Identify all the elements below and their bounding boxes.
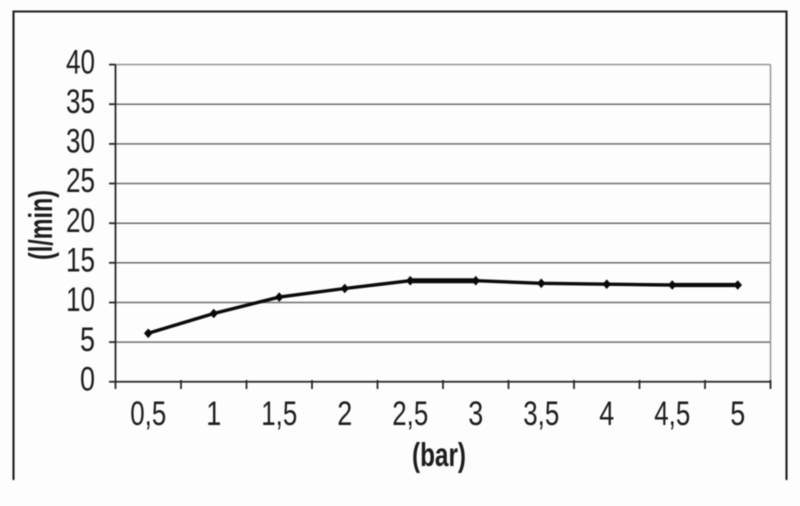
svg-text:3,5: 3,5 [523, 395, 559, 433]
svg-text:5: 5 [730, 395, 745, 433]
svg-text:15: 15 [66, 242, 95, 280]
svg-text:4,5: 4,5 [654, 395, 690, 433]
svg-text:2,5: 2,5 [392, 395, 428, 433]
svg-text:35: 35 [66, 83, 95, 121]
svg-text:1: 1 [206, 395, 221, 433]
svg-text:10: 10 [66, 281, 95, 319]
svg-text:40: 40 [66, 43, 95, 81]
svg-text:2: 2 [337, 395, 352, 433]
svg-text:(l/min): (l/min) [22, 190, 59, 260]
svg-text:1,5: 1,5 [261, 395, 297, 433]
svg-text:0: 0 [80, 360, 95, 398]
svg-text:5: 5 [80, 321, 95, 359]
svg-text:(bar): (bar) [412, 436, 466, 473]
svg-text:25: 25 [66, 162, 95, 200]
svg-text:4: 4 [599, 395, 614, 433]
svg-text:20: 20 [66, 202, 95, 240]
svg-text:30: 30 [66, 123, 95, 161]
svg-text:0,5: 0,5 [130, 395, 166, 433]
svg-text:3: 3 [468, 395, 483, 433]
